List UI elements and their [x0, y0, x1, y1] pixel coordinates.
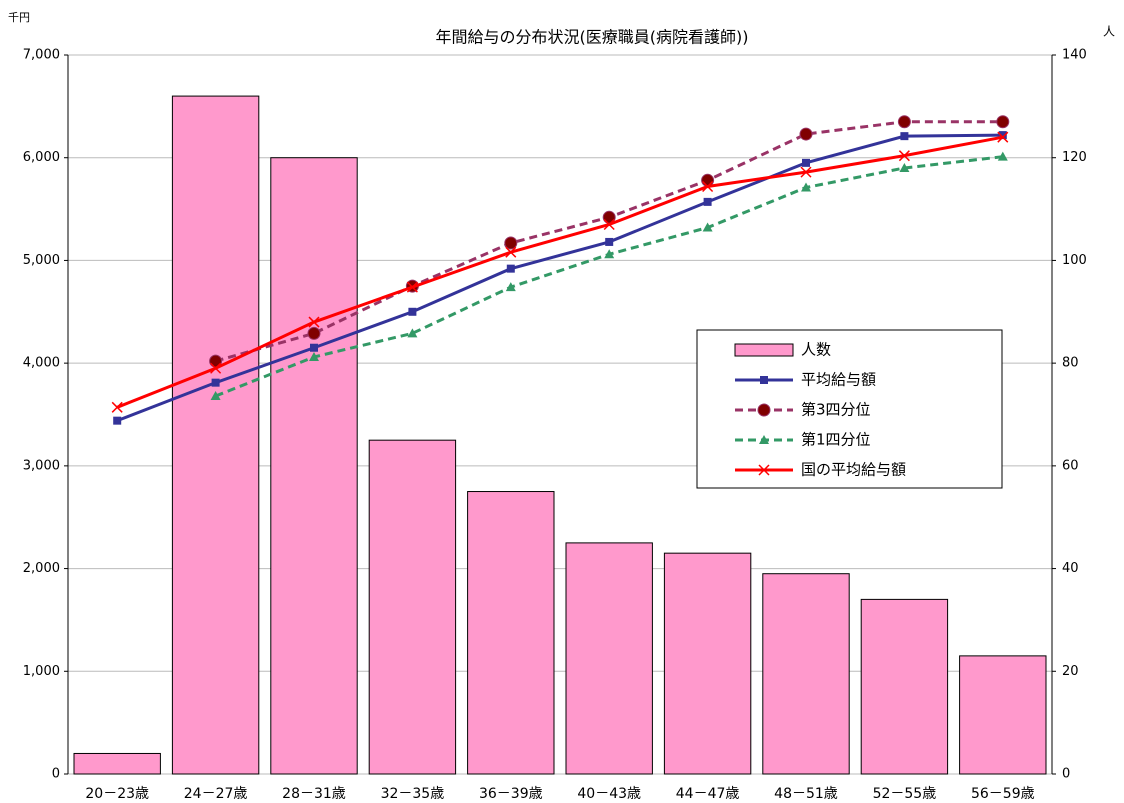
legend-label: 国の平均給与額: [801, 461, 906, 479]
marker: [802, 158, 810, 167]
marker: [309, 351, 319, 361]
y2-tick-label: 80: [1062, 356, 1079, 371]
marker: [406, 281, 418, 293]
marker: [211, 378, 220, 387]
marker: [604, 249, 615, 259]
marker: [702, 222, 713, 232]
bar: [565, 542, 653, 775]
legend-label: 第1四分位: [801, 431, 871, 449]
marker: [998, 131, 1007, 140]
x-tick-label: 24－27歳: [184, 786, 248, 802]
marker: [702, 180, 714, 193]
legend-label: 人数: [801, 341, 831, 359]
chart-title: 年間給与の分布状況(医療職員(病院看護師)): [436, 28, 749, 47]
marker: [505, 282, 516, 292]
marker: [506, 264, 515, 273]
marker: [997, 131, 1009, 143]
marker: [308, 316, 320, 328]
marker: [800, 166, 812, 178]
x-tick-label: 40－43歳: [577, 786, 641, 802]
x-tick-label: 32－35歳: [381, 786, 445, 802]
legend-swatch: [734, 343, 794, 357]
y-unit: 千円: [8, 11, 30, 24]
line: [116, 135, 1004, 409]
y-tick-label: 0: [52, 767, 60, 782]
y2-unit: 人: [1103, 25, 1115, 39]
marker: [759, 435, 769, 444]
y2-tick-label: 40: [1062, 561, 1079, 576]
bar: [663, 552, 752, 775]
y2-tick-label: 60: [1062, 458, 1079, 473]
y-tick-label: 5,000: [23, 253, 60, 268]
y2-tick-label: 120: [1062, 150, 1087, 165]
y2-tick-label: 140: [1062, 48, 1087, 63]
legend-label: 第3四分位: [801, 401, 871, 419]
y2-tick-label: 20: [1062, 664, 1079, 679]
x-tick-label: 36－39歳: [479, 786, 543, 802]
x-tick-label: 52－55歳: [873, 786, 937, 802]
bar: [73, 752, 161, 775]
marker: [605, 237, 614, 246]
x-tick-label: 48－51歳: [774, 786, 838, 802]
marker: [210, 362, 222, 374]
bar: [270, 157, 358, 775]
marker: [408, 307, 417, 316]
marker: [310, 343, 318, 352]
y-tick-label: 1,000: [23, 664, 60, 679]
y-tick-label: 4,000: [23, 356, 60, 371]
marker: [113, 416, 122, 425]
marker: [757, 403, 771, 417]
y-tick-label: 2,000: [23, 561, 60, 576]
y2-tick-label: 100: [1062, 253, 1087, 268]
marker: [505, 246, 517, 258]
marker: [899, 162, 910, 172]
bar: [368, 439, 457, 775]
y-tick-label: 6,000: [23, 150, 60, 165]
marker: [603, 218, 615, 231]
x-tick-label: 44－47歳: [676, 786, 740, 802]
bar: [959, 655, 1047, 775]
marker: [996, 115, 1010, 129]
marker: [703, 197, 712, 206]
marker: [898, 150, 910, 162]
marker: [210, 391, 221, 401]
bar: [860, 598, 949, 775]
y-tick-label: 7,000: [23, 48, 60, 63]
legend-label: 平均給与額: [801, 371, 876, 389]
bar: [467, 491, 555, 775]
marker: [111, 401, 123, 413]
x-tick-label: 20－23歳: [85, 786, 149, 802]
marker: [307, 326, 321, 340]
marker: [758, 464, 770, 476]
marker: [799, 127, 813, 141]
x-tick-label: 56－59歳: [971, 786, 1035, 802]
y2-tick-label: 0: [1062, 767, 1070, 782]
bar: [171, 95, 260, 775]
marker: [801, 182, 811, 192]
marker: [760, 376, 768, 384]
bar: [762, 573, 850, 775]
marker: [900, 132, 909, 141]
x-tick-label: 28－31歳: [282, 786, 346, 802]
marker: [897, 115, 911, 129]
y-tick-label: 3,000: [23, 458, 60, 473]
marker: [504, 236, 518, 250]
line: [116, 133, 1003, 423]
marker: [997, 151, 1008, 161]
marker: [407, 328, 418, 338]
